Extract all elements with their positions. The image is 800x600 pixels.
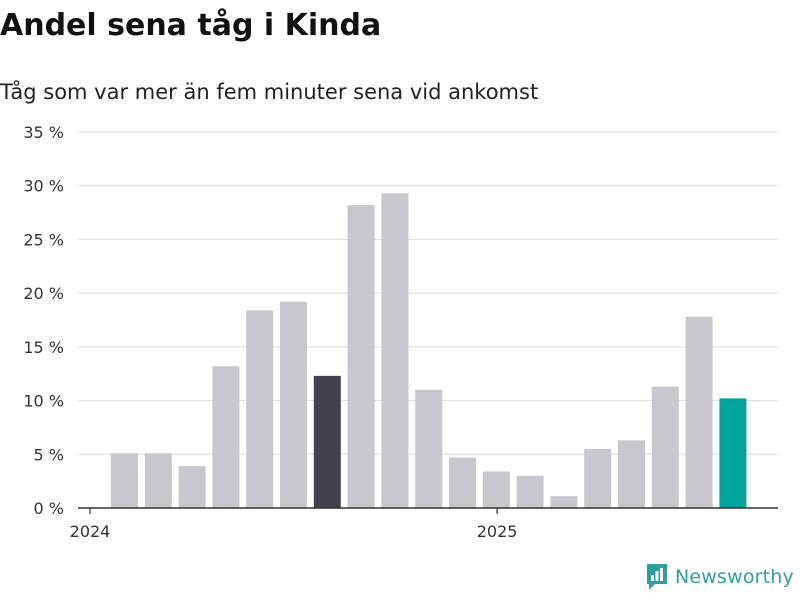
x-axis-ticks: 2024 2025 xyxy=(70,508,518,541)
bar-2025-07 xyxy=(719,398,747,508)
bar-2025-05 xyxy=(651,386,679,508)
bar-2024-10 xyxy=(415,389,443,508)
y-tick-label: 25 % xyxy=(23,230,64,249)
bar-2025-04 xyxy=(618,440,645,508)
y-axis-tick-labels: 0 % 5 % 10 % 15 % 20 % 25 % 30 % 35 % xyxy=(23,123,64,518)
brand-name: Newsworthy xyxy=(674,566,794,588)
newsworthy-chart-icon xyxy=(646,564,667,590)
x-tick-label: 2024 xyxy=(70,522,111,541)
y-tick-label: 10 % xyxy=(23,392,64,411)
bars xyxy=(111,193,747,508)
bar-2025-01 xyxy=(516,475,544,508)
bar-2025-03 xyxy=(584,448,612,508)
x-tick-label: 2025 xyxy=(477,522,518,541)
y-tick-label: 0 % xyxy=(34,499,64,518)
bar-2024-09 xyxy=(381,193,409,508)
bar-2024-04 xyxy=(212,366,240,508)
gridlines xyxy=(78,131,778,455)
bar-2024-06 xyxy=(280,301,307,508)
bar-2024-07 xyxy=(313,375,341,508)
bar-2024-02 xyxy=(144,453,172,508)
y-tick-label: 35 % xyxy=(23,123,64,142)
y-tick-label: 30 % xyxy=(23,177,64,196)
bar-2024-05 xyxy=(246,310,274,508)
chart-title: Andel sena tåg i Kinda xyxy=(0,8,382,43)
y-tick-label: 15 % xyxy=(23,338,64,357)
bar-2024-11 xyxy=(449,457,476,508)
bar-2025-06 xyxy=(685,316,713,508)
bar-2025-02 xyxy=(550,496,578,508)
y-tick-label: 5 % xyxy=(34,445,64,464)
bar-2024-03 xyxy=(178,466,206,508)
y-tick-label: 20 % xyxy=(23,284,64,303)
chart-subtitle: Tåg som var mer än fem minuter sena vid … xyxy=(0,80,539,104)
bar-2024-12 xyxy=(482,471,510,508)
bar-2024-01 xyxy=(111,453,138,508)
bar-2024-08 xyxy=(347,205,375,508)
newsworthy-logo: Newsworthy xyxy=(645,562,794,592)
